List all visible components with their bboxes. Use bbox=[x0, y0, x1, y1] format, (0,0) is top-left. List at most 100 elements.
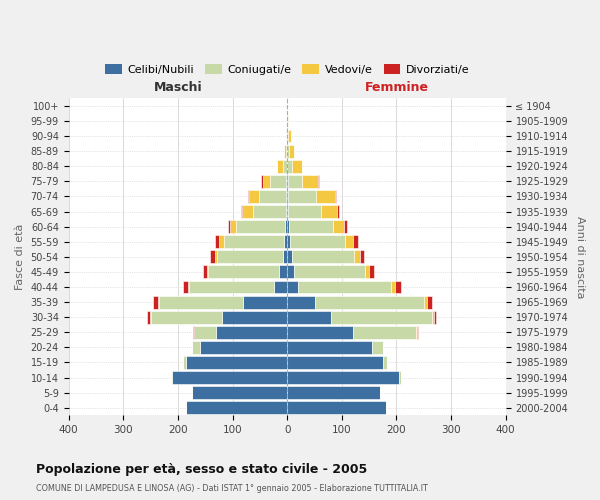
Bar bbox=[249, 190, 259, 203]
Bar bbox=[158, 296, 159, 308]
Bar bbox=[287, 311, 331, 324]
Bar bbox=[353, 326, 416, 338]
Bar bbox=[287, 205, 288, 218]
Y-axis label: Fasce di età: Fasce di età bbox=[15, 224, 25, 290]
Bar bbox=[360, 250, 364, 263]
Bar bbox=[287, 326, 353, 338]
Text: Maschi: Maschi bbox=[154, 81, 202, 94]
Bar bbox=[355, 250, 360, 263]
Bar bbox=[188, 280, 189, 293]
Bar bbox=[292, 250, 355, 263]
Bar bbox=[321, 205, 337, 218]
Bar bbox=[335, 190, 336, 203]
Bar bbox=[288, 190, 316, 203]
Bar bbox=[186, 356, 287, 369]
Bar bbox=[191, 341, 200, 354]
Bar bbox=[434, 311, 436, 324]
Bar bbox=[154, 296, 158, 308]
Bar bbox=[416, 326, 418, 338]
Bar bbox=[424, 296, 427, 308]
Bar bbox=[287, 145, 289, 158]
Bar bbox=[286, 175, 287, 188]
Bar bbox=[287, 160, 292, 172]
Bar bbox=[261, 175, 263, 188]
Bar bbox=[353, 236, 358, 248]
Bar bbox=[287, 175, 288, 188]
Bar bbox=[290, 236, 345, 248]
Bar bbox=[200, 341, 287, 354]
Bar bbox=[287, 402, 386, 414]
Bar bbox=[274, 280, 287, 293]
Bar bbox=[184, 280, 188, 293]
Bar bbox=[288, 205, 321, 218]
Bar bbox=[298, 280, 391, 293]
Bar bbox=[147, 311, 149, 324]
Bar bbox=[286, 145, 287, 158]
Bar bbox=[230, 220, 236, 233]
Bar bbox=[337, 205, 338, 218]
Bar bbox=[287, 371, 399, 384]
Bar bbox=[149, 311, 151, 324]
Bar bbox=[287, 250, 292, 263]
Bar bbox=[171, 371, 172, 384]
Bar bbox=[286, 205, 287, 218]
Bar bbox=[345, 236, 353, 248]
Bar bbox=[287, 236, 290, 248]
Bar bbox=[289, 220, 333, 233]
Text: COMUNE DI LAMPEDUSA E LINOSA (AG) - Dati ISTAT 1° gennaio 2005 - Elaborazione TU: COMUNE DI LAMPEDUSA E LINOSA (AG) - Dati… bbox=[36, 484, 428, 493]
Bar bbox=[365, 266, 369, 278]
Bar bbox=[391, 280, 395, 293]
Text: Popolazione per età, sesso e stato civile - 2005: Popolazione per età, sesso e stato civil… bbox=[36, 462, 367, 475]
Bar bbox=[172, 371, 287, 384]
Bar bbox=[333, 220, 344, 233]
Bar bbox=[236, 220, 285, 233]
Bar bbox=[227, 220, 230, 233]
Bar bbox=[286, 190, 287, 203]
Bar bbox=[287, 296, 314, 308]
Bar bbox=[316, 190, 335, 203]
Bar bbox=[302, 175, 319, 188]
Bar bbox=[395, 280, 401, 293]
Bar bbox=[241, 205, 242, 218]
Bar bbox=[284, 236, 287, 248]
Bar bbox=[289, 145, 294, 158]
Bar bbox=[383, 356, 387, 369]
Bar bbox=[244, 296, 287, 308]
Bar bbox=[203, 266, 207, 278]
Bar bbox=[284, 145, 286, 158]
Bar bbox=[263, 175, 270, 188]
Bar bbox=[283, 160, 287, 172]
Bar bbox=[287, 280, 298, 293]
Bar bbox=[331, 311, 432, 324]
Bar bbox=[253, 205, 286, 218]
Bar bbox=[215, 250, 217, 263]
Bar bbox=[287, 190, 288, 203]
Bar bbox=[285, 220, 287, 233]
Bar bbox=[189, 280, 274, 293]
Bar bbox=[210, 250, 215, 263]
Bar bbox=[287, 266, 294, 278]
Bar bbox=[259, 190, 286, 203]
Bar bbox=[287, 341, 372, 354]
Bar bbox=[270, 175, 286, 188]
Y-axis label: Anni di nascita: Anni di nascita bbox=[575, 216, 585, 298]
Bar bbox=[194, 326, 216, 338]
Bar bbox=[287, 130, 288, 142]
Bar bbox=[287, 220, 289, 233]
Bar bbox=[191, 386, 287, 399]
Bar bbox=[427, 296, 432, 308]
Bar bbox=[220, 236, 224, 248]
Bar bbox=[399, 371, 401, 384]
Bar bbox=[159, 296, 244, 308]
Bar bbox=[287, 386, 380, 399]
Bar bbox=[314, 296, 424, 308]
Bar bbox=[216, 326, 287, 338]
Bar bbox=[369, 266, 374, 278]
Bar bbox=[221, 311, 287, 324]
Bar bbox=[288, 175, 302, 188]
Bar bbox=[248, 190, 249, 203]
Text: Femmine: Femmine bbox=[364, 81, 428, 94]
Bar bbox=[215, 236, 220, 248]
Bar bbox=[344, 220, 347, 233]
Bar bbox=[292, 160, 302, 172]
